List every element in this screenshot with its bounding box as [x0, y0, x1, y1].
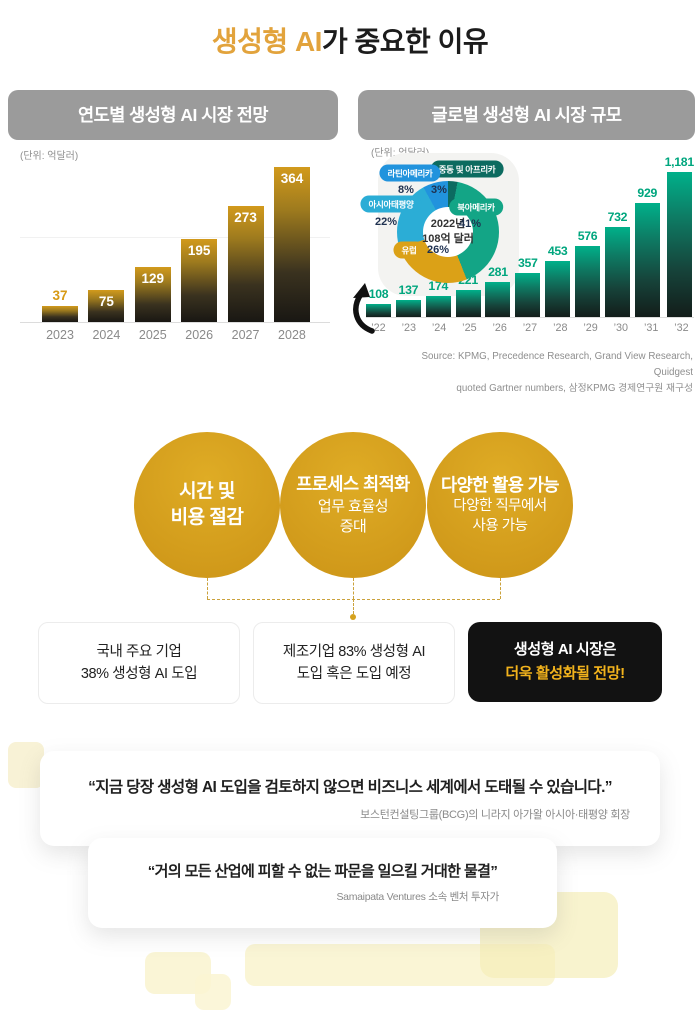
- bar-’29: [575, 246, 601, 317]
- bar-value-label: 195: [187, 243, 211, 258]
- quote-attribution: 보스턴컨설팅그룹(BCG)의 니라지 아가왈 아시아·태평양 회장: [360, 809, 630, 821]
- pie-label-north-america: 북아메리카: [449, 198, 503, 216]
- x-axis-label: 2024: [92, 328, 121, 342]
- bar-value-label: 37: [52, 288, 68, 303]
- x-axis-label: 2025: [138, 328, 167, 342]
- left-chart-x-axis: 2023 2024 2025 2026 2027 2028: [42, 328, 310, 342]
- right-chart-x-axis: ’22 ’23 ’24 ’25 ’26 ’27 ’28 ’29 ’30 ’31 ’32: [366, 322, 694, 334]
- bar-’23: [395, 300, 421, 317]
- x-axis-label: 2026: [185, 328, 214, 342]
- x-axis-label: ’25: [462, 322, 477, 334]
- left-bar-chart: 37 75 129 195 273 364: [42, 160, 310, 322]
- bar-2028: 364: [273, 167, 310, 322]
- decor-rect: [8, 742, 44, 788]
- x-axis-label: 2028: [278, 328, 306, 342]
- bar-value-label: 137: [398, 283, 419, 297]
- left-chart-axis-line: [20, 322, 330, 323]
- connector-line: [353, 599, 354, 614]
- bar-’30: [604, 227, 630, 317]
- x-axis-label: 2023: [46, 328, 74, 342]
- connector-dot: [350, 614, 356, 620]
- pie-label-asia-pacific: 아시아태평양: [360, 195, 422, 213]
- pie-label-middle-east-africa: 중동 및 아프리카: [430, 160, 504, 178]
- bar-’28: [545, 261, 571, 317]
- benefit-circle-process: 프로세스 최적화 업무 효율성 증대: [272, 424, 434, 586]
- bar-value-label: 364: [280, 171, 304, 186]
- donut-center-year: 2022년: [430, 217, 466, 230]
- x-axis-label: ’30: [613, 322, 629, 334]
- pie-pct-europe: 26%: [426, 244, 450, 256]
- bar-2023: [42, 306, 78, 322]
- x-axis-label: ’22: [371, 322, 386, 334]
- bar-value-label: 453: [547, 244, 568, 258]
- x-axis-label: ’24: [431, 322, 447, 334]
- pie-label-europe: 유럽: [393, 241, 425, 259]
- left-chart-unit-label: (단위: 억달러): [20, 151, 79, 162]
- curved-arrow-icon: [353, 283, 375, 334]
- bar-2027: 273: [227, 206, 264, 322]
- decor-rect: [245, 944, 555, 986]
- benefit-circle-time-cost: 시간 및 비용 절감: [126, 424, 288, 586]
- page-title: 생성형 AI가 중요한 이유: [0, 20, 700, 60]
- connector-line: [500, 578, 501, 599]
- source-citation: Source: KPMG, Precedence Research, Grand…: [421, 351, 693, 395]
- pie-pct-latin-america: 8%: [398, 184, 414, 196]
- stat-box-domestic-adoption: 국내 주요 기업 38% 생성형 AI 도입: [38, 622, 240, 704]
- bar-2026: 195: [181, 239, 218, 322]
- quote-text: “거의 모든 산업에 피할 수 없는 파문을 일으킬 거대한 물결”: [147, 863, 498, 880]
- bar-’24: [425, 296, 451, 317]
- bar-’27: [515, 273, 541, 317]
- bar-2025: 129: [134, 267, 171, 322]
- pie-pct-north-america: 41%: [458, 218, 482, 230]
- pie-pct-asia-pacific: 22%: [374, 216, 398, 228]
- bar-value-label: 357: [517, 256, 538, 270]
- bar-’25: [455, 290, 481, 317]
- bar-’26: [485, 282, 511, 317]
- quote-text: “지금 당장 생성형 AI 도입을 검토하지 않으면 비즈니스 세계에서 도태될…: [88, 779, 612, 796]
- left-chart-header: 연도별 생성형 AI 시장 전망: [8, 90, 338, 140]
- bar-’32: [666, 172, 692, 317]
- highlight-box-market-outlook: 생성형 AI 시장은 더욱 활성화될 전망!: [468, 622, 662, 702]
- benefit-circle-versatility: 다양한 활용 가능 다양한 직무에서 사용 가능: [419, 424, 581, 586]
- bar-value-label: 1,181: [664, 155, 695, 169]
- bar-value-label: 108: [368, 287, 389, 301]
- right-bar-chart: 108 137 174 221 281 357 453 576 732 929 1,181: [366, 150, 694, 317]
- bar-value-label: 576: [577, 229, 598, 243]
- quote-attribution: Samaipata Ventures 소속 벤처 투자가: [336, 891, 499, 903]
- bar-value-label: 732: [607, 210, 628, 224]
- stat-box-manufacturing-adoption: 제조기업 83% 생성형 AI 도입 혹은 도입 예정: [253, 622, 455, 704]
- bar-value-label: 281: [488, 265, 508, 279]
- connector-line: [207, 578, 208, 599]
- quote-card-bcg: “지금 당장 생성형 AI 도입을 검토하지 않으면 비즈니스 세계에서 도태될…: [40, 751, 660, 846]
- bar-value-label: 75: [98, 294, 114, 309]
- right-chart-axis-line: [366, 317, 694, 318]
- x-axis-label: 2027: [231, 328, 260, 342]
- x-axis-label: ’32: [674, 322, 689, 334]
- donut-center-value: 108억 달러: [422, 233, 474, 245]
- left-chart-gridline: [20, 237, 330, 238]
- x-axis-label: ’28: [553, 322, 568, 334]
- bar-2024: 75: [88, 290, 125, 322]
- bar-’31: [634, 203, 660, 317]
- x-axis-label: ’31: [643, 322, 659, 334]
- decor-rect: [195, 974, 231, 1010]
- bar-value-label: 273: [234, 210, 257, 225]
- pie-label-latin-america: 라틴아메리카: [379, 164, 441, 182]
- x-axis-label: ’29: [583, 322, 598, 334]
- bar-value-label: 129: [141, 271, 165, 286]
- title-rest: 가 중요한 이유: [321, 26, 489, 57]
- connector-line: [353, 578, 354, 599]
- title-highlight: 생성형 AI: [211, 26, 323, 57]
- x-axis-label: ’23: [401, 322, 416, 334]
- quote-card-samaipata: “거의 모든 산업에 피할 수 없는 파문을 일으킬 거대한 물결” Samai…: [88, 838, 557, 928]
- pie-pct-middle-east-africa: 3%: [431, 184, 447, 196]
- bar-value-label: 929: [637, 186, 658, 200]
- x-axis-label: ’26: [492, 322, 507, 334]
- right-chart-header: 글로벌 생성형 AI 시장 규모: [358, 90, 695, 140]
- bar-’22: [366, 304, 391, 317]
- x-axis-label: ’27: [522, 322, 538, 334]
